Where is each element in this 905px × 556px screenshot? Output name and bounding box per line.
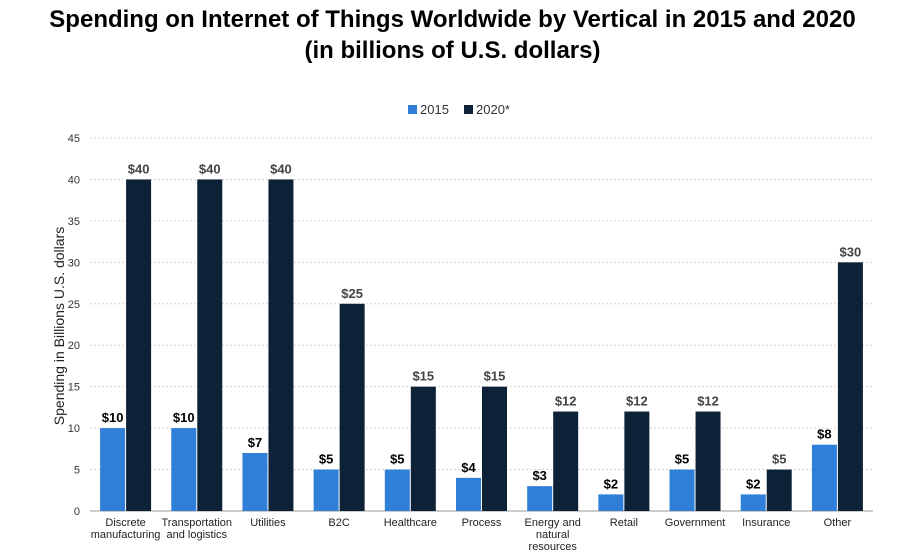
data-label: $12: [697, 394, 719, 409]
data-label: $40: [199, 161, 221, 176]
y-tick-label: 40: [68, 174, 80, 186]
data-label: $4: [461, 460, 476, 475]
x-tick-label: and logistics: [166, 529, 227, 541]
data-label: $10: [102, 410, 124, 425]
y-tick-label: 35: [68, 216, 80, 228]
x-tick-label: Transportation: [162, 517, 233, 529]
x-tick-label: B2C: [328, 517, 349, 529]
legend-label: 2015: [420, 102, 449, 117]
chart-subtitle: (in billions of U.S. dollars): [304, 37, 601, 64]
x-tick-label: Other: [824, 517, 852, 529]
x-tick-label: Discrete: [105, 517, 145, 529]
chart-title-block: Spending on Internet of Things Worldwide…: [0, 4, 905, 66]
bar-2020: [553, 411, 579, 511]
x-tick-label: Retail: [610, 517, 638, 529]
bar-2015: [669, 469, 695, 511]
x-tick-label: Utilities: [250, 517, 286, 529]
bar-2020: [126, 179, 152, 511]
legend: 2015 2020*: [408, 102, 510, 117]
data-label: $40: [270, 161, 292, 176]
bar-2020: [624, 411, 650, 511]
bar-2020: [695, 411, 721, 511]
y-tick-label: 25: [68, 299, 80, 311]
data-label: $12: [626, 394, 648, 409]
data-label: $30: [840, 244, 862, 259]
chart-title: Spending on Internet of Things Worldwide…: [49, 6, 856, 33]
data-label: $7: [248, 435, 262, 450]
bar-2015: [313, 469, 339, 511]
data-label: $8: [817, 427, 831, 442]
y-tick-label: 10: [68, 423, 80, 435]
y-tick-label: 20: [68, 340, 80, 352]
bar-2020: [837, 262, 863, 511]
x-tick-label: Healthcare: [384, 517, 437, 529]
bar-2020: [410, 386, 436, 511]
bar-2015: [598, 494, 624, 511]
data-label: $40: [128, 161, 150, 176]
data-label: $5: [772, 452, 786, 467]
bar-2015: [242, 452, 268, 511]
data-label: $2: [604, 476, 618, 491]
bar-2015: [740, 494, 766, 511]
x-tick-label: Government: [665, 517, 726, 529]
bar-2020: [766, 469, 792, 511]
bar-2015: [527, 486, 553, 511]
x-tick-label: Process: [462, 517, 502, 529]
data-label: $2: [746, 476, 760, 491]
data-label: $3: [532, 468, 546, 483]
data-label: $12: [555, 394, 577, 409]
data-label: $5: [675, 452, 689, 467]
bar-2020: [197, 179, 223, 511]
x-tick-label: natural: [536, 529, 570, 541]
y-tick-label: 0: [74, 506, 80, 518]
bar-2020: [482, 386, 507, 511]
data-label: $5: [390, 452, 404, 467]
axes: 0 5 10 15 20 25 30 35 40 45 DiscretemanufacturingT…: [68, 133, 852, 553]
y-tick-label: 45: [68, 133, 80, 145]
bar-2015: [811, 444, 837, 511]
bar-2020: [339, 303, 365, 511]
x-tick-label: resources: [529, 541, 578, 553]
data-label: $15: [484, 369, 506, 384]
bar-2015: [171, 428, 197, 511]
data-label: $10: [173, 410, 195, 425]
x-tick-label: Insurance: [742, 517, 790, 529]
data-label: $5: [319, 452, 333, 467]
bars: $10 $40 $10 $40 $7 $40 $5 $25 $5 $15 $4 $15 $3 $12 $2 $…: [100, 161, 863, 511]
legend-label: 2020*: [476, 102, 510, 117]
bar-2015: [456, 477, 481, 511]
legend-swatch: [408, 105, 417, 114]
x-tick-label: Energy and: [525, 517, 581, 529]
bar-2020: [268, 179, 294, 511]
data-label: $25: [341, 286, 363, 301]
bar-2015: [100, 428, 126, 511]
y-tick-label: 5: [74, 465, 80, 477]
legend-swatch: [464, 105, 473, 114]
y-axis-label: Spending in Billions U.S. dollars: [51, 227, 67, 425]
data-label: $15: [412, 369, 434, 384]
y-tick-label: 30: [68, 257, 80, 269]
y-tick-label: 15: [68, 382, 80, 394]
bar-2015: [384, 469, 410, 511]
x-tick-label: manufacturing: [91, 529, 161, 541]
